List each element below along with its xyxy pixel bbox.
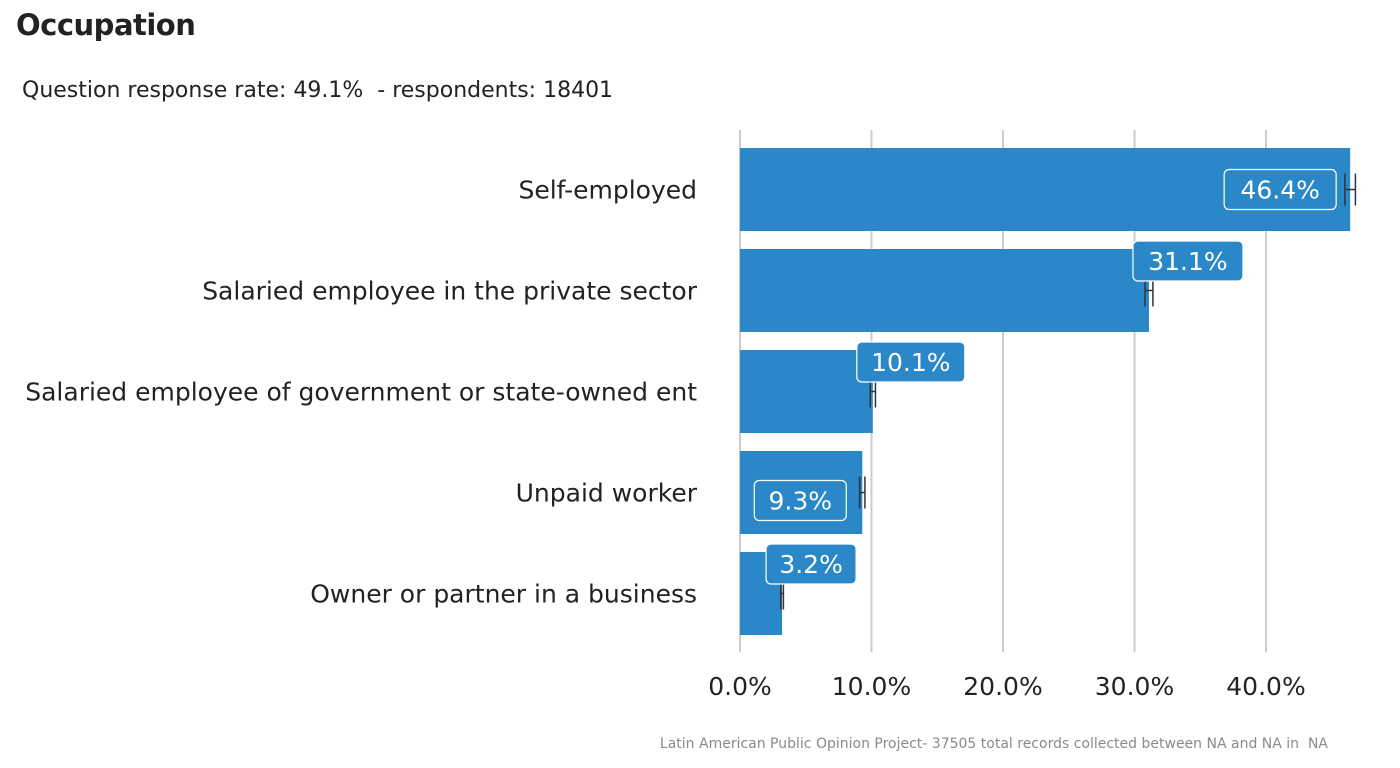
value-label-text: 9.3% (769, 487, 833, 516)
bar (740, 350, 873, 433)
value-label-text: 31.1% (1148, 247, 1227, 276)
chart-caption: Latin American Public Opinion Project- 3… (659, 736, 1328, 752)
value-label: 31.1% (1132, 240, 1244, 282)
x-tick-label: 20.0% (963, 672, 1042, 701)
x-tick-label: 10.0% (832, 672, 911, 701)
category-label: Owner or partner in a business (310, 580, 697, 609)
category-label: Salaried employee in the private sector (202, 277, 698, 306)
x-tick-label: 0.0% (708, 672, 772, 701)
value-label: 3.2% (765, 543, 857, 585)
value-label-text: 46.4% (1240, 176, 1319, 205)
category-label: Salaried employee of government or state… (25, 378, 697, 407)
category-label: Self-employed (518, 176, 697, 205)
value-label: 9.3% (753, 479, 847, 522)
category-label: Unpaid worker (516, 479, 698, 508)
x-tick-label: 30.0% (1095, 672, 1174, 701)
value-label-text: 3.2% (779, 550, 843, 579)
value-label: 46.4% (1223, 168, 1337, 211)
error-bar (1344, 173, 1357, 206)
value-label: 10.1% (856, 341, 966, 383)
x-axis-tick-labels: 0.0% 10.0% 20.0% 30.0% 40.0% (708, 672, 1305, 701)
category-labels: Self-employed Salaried employee in the pr… (25, 176, 697, 609)
bar (740, 249, 1149, 332)
error-bar (858, 476, 866, 509)
chart-title: Occupation (16, 8, 196, 42)
value-label-text: 10.1% (871, 348, 950, 377)
x-tick-label: 40.0% (1226, 672, 1305, 701)
chart-subtitle: Question response rate: 49.1% - responde… (22, 78, 614, 103)
value-labels: 46.4% 31.1% 10.1% 9.3% 3.2% (753, 168, 1337, 585)
